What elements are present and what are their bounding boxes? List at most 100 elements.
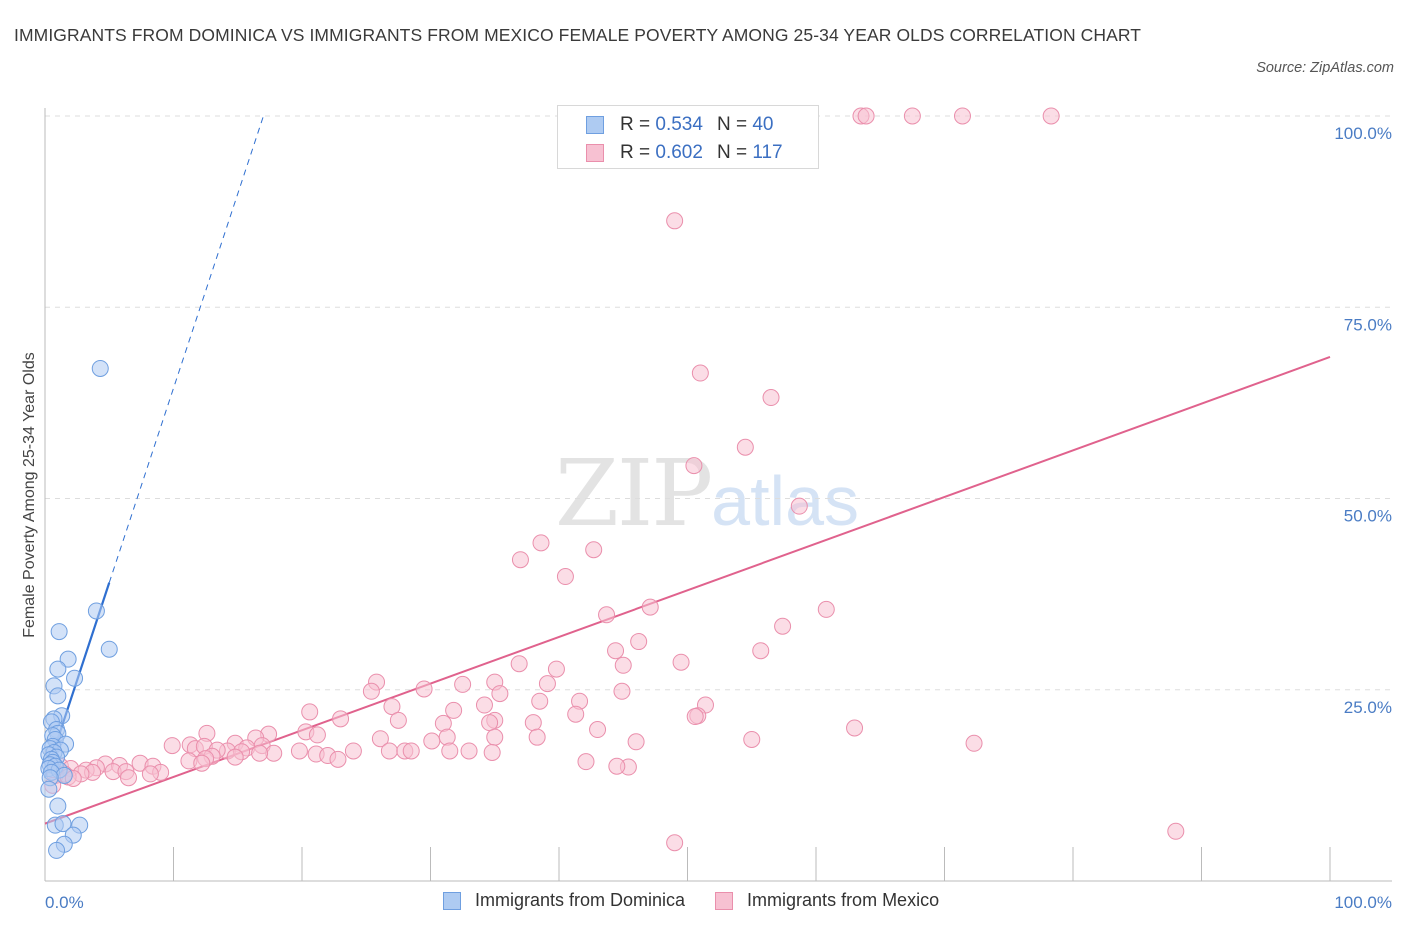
point-mexico [532, 534, 550, 552]
point-mexico [475, 696, 493, 714]
point-mexico [613, 682, 631, 700]
point-mexico [460, 742, 478, 760]
x-tick-label-min: 0.0% [45, 893, 84, 912]
point-mexico [598, 606, 616, 624]
point-mexico [120, 769, 138, 787]
point-mexico [308, 726, 326, 744]
point-dominica [91, 359, 109, 377]
legend-r-value-mexico: 0.602 [655, 142, 703, 163]
point-mexico [538, 675, 556, 693]
point-mexico [454, 675, 472, 693]
point-mexico [511, 551, 529, 569]
point-mexico [666, 212, 684, 230]
point-mexico [362, 682, 380, 700]
point-mexico [589, 721, 607, 739]
point-dominica [48, 841, 66, 859]
point-mexico [483, 743, 501, 761]
legend-n-value-dominica: 40 [752, 114, 774, 135]
point-mexico [441, 742, 459, 760]
point-dominica [59, 650, 77, 668]
y-tick-label: 50.0% [1344, 507, 1392, 526]
point-mexico [691, 364, 709, 382]
legend-swatch-mexico [586, 144, 604, 162]
point-mexico [846, 719, 864, 737]
point-mexico [329, 750, 347, 768]
point-mexico [438, 728, 456, 746]
point-dominica [55, 766, 73, 784]
point-dominica [49, 660, 67, 678]
point-mexico [686, 708, 704, 726]
point-mexico [481, 714, 499, 732]
point-mexico [614, 656, 632, 674]
series-label-mexico: Immigrants from Mexico [747, 890, 940, 910]
legend-n-value-mexico: 117 [752, 142, 783, 163]
legend-row-dominica: R = 0.534 N = 40 [586, 113, 773, 137]
point-mexico [965, 734, 983, 752]
point-mexico [577, 753, 595, 771]
series-legend: Immigrants from Dominica Immigrants from… [443, 890, 969, 911]
point-mexico [666, 834, 684, 852]
grid-lines [45, 115, 1392, 691]
point-mexico [402, 742, 420, 760]
point-dominica [40, 780, 58, 798]
series-swatch-dominica [443, 891, 461, 910]
tick-labels: 25.0% 50.0% 75.0% 100.0% 0.0% 100.0% [45, 124, 1392, 912]
source-label: Source: ZipAtlas.com [1256, 60, 1394, 76]
point-mexico [627, 733, 645, 751]
point-mexico [383, 698, 401, 716]
point-mexico [524, 714, 542, 732]
point-mexico [371, 730, 389, 748]
series-swatch-mexico [715, 891, 734, 910]
point-mexico [265, 744, 283, 762]
legend-n-label: N = [716, 114, 748, 135]
y-tick-label: 25.0% [1344, 698, 1392, 717]
point-mexico [685, 457, 703, 475]
point-mexico [567, 705, 585, 723]
x-tick-label-max: 100.0% [1334, 893, 1392, 912]
chart-title: IMMIGRANTS FROM DOMINICA VS IMMIGRANTS F… [14, 25, 1142, 45]
point-mexico [141, 765, 159, 783]
data-points [40, 107, 1185, 859]
point-mexico [743, 730, 761, 748]
y-tick-label: 75.0% [1344, 315, 1392, 334]
point-mexico [607, 642, 625, 660]
point-mexico [608, 757, 626, 775]
correlation-legend: R = 0.534 N = 40 R = 0.602 N = 117 [557, 105, 819, 169]
trend-extension-dominica [108, 115, 264, 583]
point-mexico [953, 107, 971, 125]
point-mexico [1167, 822, 1185, 840]
point-mexico [752, 642, 770, 660]
point-mexico [790, 497, 808, 515]
point-mexico [903, 107, 921, 125]
point-mexico [344, 742, 362, 760]
series-legend-mexico: Immigrants from Mexico [715, 890, 939, 911]
legend-r-label: R = [620, 142, 651, 163]
point-mexico [163, 737, 181, 755]
legend-swatch-dominica [586, 116, 604, 134]
point-dominica [50, 623, 68, 641]
point-mexico [630, 633, 648, 651]
y-axis-label: Female Poverty Among 25-34 Year Olds [21, 352, 38, 638]
watermark-atlas: atlas [711, 462, 860, 540]
point-mexico [762, 389, 780, 407]
point-mexico [736, 438, 754, 456]
legend-n-label: N = [716, 142, 748, 163]
point-mexico [389, 711, 407, 729]
point-mexico [641, 598, 659, 616]
point-mexico [1042, 107, 1060, 125]
point-mexico [301, 703, 319, 721]
point-mexico [380, 742, 398, 760]
point-mexico [251, 744, 269, 762]
point-mexico [491, 685, 509, 703]
point-mexico [445, 701, 463, 719]
point-dominica [87, 602, 105, 620]
point-mexico [332, 710, 350, 728]
point-dominica [49, 797, 67, 815]
point-mexico [290, 742, 308, 760]
series-label-dominica: Immigrants from Dominica [475, 890, 686, 910]
point-mexico [585, 541, 603, 559]
point-mexico [817, 600, 835, 618]
watermark: ZIPatlas [555, 440, 859, 547]
point-mexico [672, 653, 690, 671]
